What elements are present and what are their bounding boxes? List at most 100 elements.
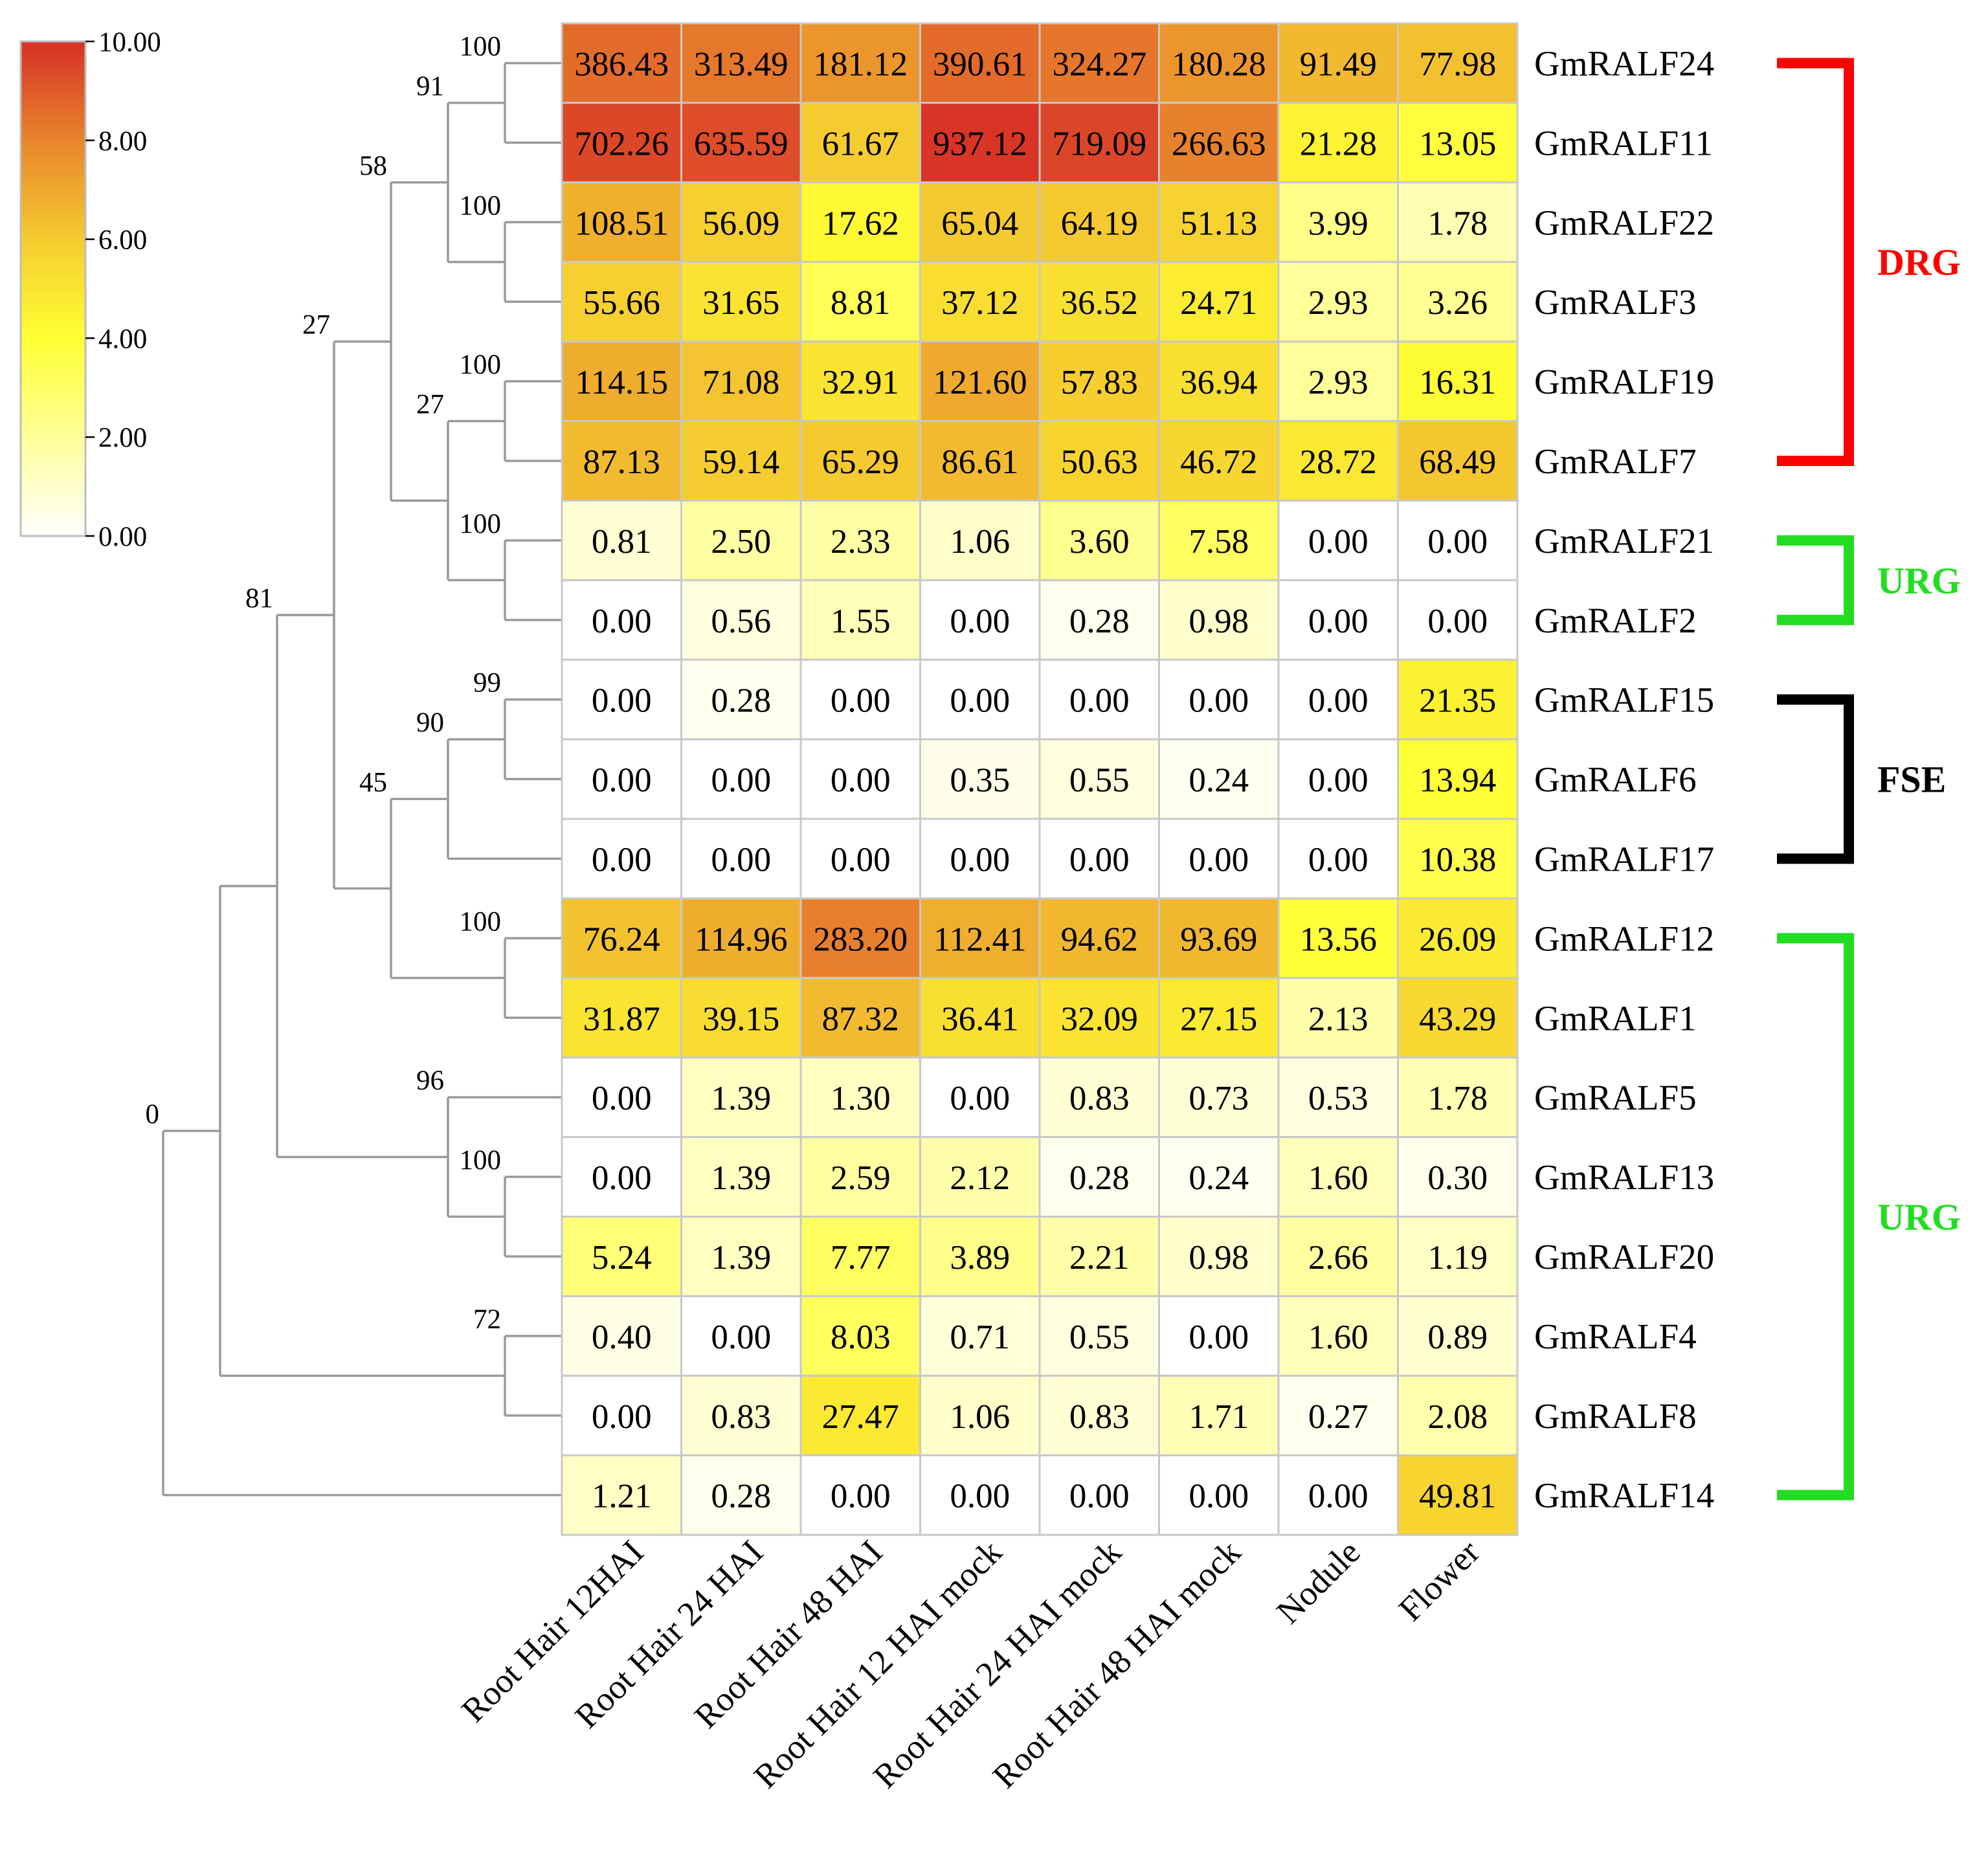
cell-value-label: 59.14 bbox=[702, 443, 779, 481]
gene-label: GmRALF5 bbox=[1534, 1078, 1697, 1117]
row-dendrogram: 100 100 91 100 100 27 58 99 90 100 45 27 100 96 81 72 0 bbox=[146, 31, 562, 1497]
bootstrap-support-label: 100 bbox=[460, 906, 502, 937]
heatmap-cell bbox=[1277, 738, 1399, 820]
heatmap-cell bbox=[680, 499, 802, 581]
cell-value-label: 0.00 bbox=[1189, 1319, 1249, 1356]
heatmap-cell bbox=[799, 1216, 921, 1297]
cell-value-label: 1.06 bbox=[950, 523, 1010, 561]
cell-value-label: 2.93 bbox=[1308, 284, 1368, 322]
cell-value-label: 76.24 bbox=[583, 920, 660, 958]
cell-value-label: 13.05 bbox=[1419, 125, 1496, 162]
heatmap-cell bbox=[1038, 658, 1160, 741]
heatmap-cell bbox=[1038, 340, 1160, 422]
cell-value-label: 0.00 bbox=[592, 1398, 652, 1436]
cell-value-label: 0.00 bbox=[1189, 682, 1249, 720]
gene-label: GmRALF13 bbox=[1534, 1157, 1714, 1197]
heatmap-cell bbox=[1397, 818, 1519, 900]
heatmap-cell bbox=[561, 1056, 682, 1139]
heatmap-cell bbox=[1277, 1454, 1399, 1536]
cell-value-label: 0.00 bbox=[1189, 841, 1249, 878]
heatmap-cell bbox=[1038, 579, 1160, 661]
bootstrap-support-label: 0 bbox=[146, 1099, 160, 1130]
cell-value-label: 719.09 bbox=[1052, 125, 1146, 162]
heatmap-cell bbox=[919, 1295, 1041, 1377]
heatmap-cell bbox=[561, 738, 682, 820]
cell-value-label: 0.73 bbox=[1189, 1080, 1249, 1117]
heatmap-cell bbox=[1397, 579, 1519, 661]
heatmap-cell bbox=[1158, 499, 1280, 581]
cell-value-label: 1.06 bbox=[950, 1398, 1010, 1436]
cell-value-label: 7.58 bbox=[1189, 523, 1249, 561]
heatmap-cell bbox=[799, 102, 921, 184]
heatmap-cell bbox=[1397, 420, 1519, 502]
gene-label: GmRALF15 bbox=[1534, 680, 1714, 720]
cell-value-label: 51.13 bbox=[1180, 205, 1257, 242]
cell-value-label: 0.00 bbox=[1308, 603, 1368, 640]
gene-labels: GmRALF24 GmRALF11 GmRALF22 GmRALF3 GmRALF19 G… bbox=[1534, 43, 1714, 1515]
group-label: URG bbox=[1877, 559, 1961, 601]
cell-value-label: 266.63 bbox=[1172, 125, 1266, 162]
cell-value-label: 21.35 bbox=[1419, 682, 1496, 720]
cell-value-label: 32.09 bbox=[1061, 1000, 1138, 1038]
gene-label: GmRALF22 bbox=[1534, 203, 1714, 242]
group-brackets: DRG URG FSE URG bbox=[1777, 58, 1961, 1500]
cell-value-label: 0.24 bbox=[1189, 1159, 1249, 1197]
heatmap-cell bbox=[799, 658, 921, 741]
cell-value-label: 313.49 bbox=[694, 45, 788, 83]
heatmap-cell bbox=[919, 340, 1041, 422]
cell-value-label: 1.78 bbox=[1427, 205, 1488, 242]
legend-color-bar bbox=[19, 40, 87, 537]
cell-value-label: 0.00 bbox=[950, 603, 1010, 640]
cell-value-label: 87.13 bbox=[583, 443, 660, 481]
gene-label: GmRALF19 bbox=[1534, 362, 1714, 401]
group-label: URG bbox=[1877, 1196, 1961, 1238]
cell-value-label: 0.28 bbox=[711, 682, 771, 720]
cell-value-label: 0.89 bbox=[1427, 1319, 1488, 1356]
cell-value-label: 283.20 bbox=[813, 920, 908, 958]
heatmap-cell bbox=[919, 818, 1041, 900]
cell-value-label: 2.59 bbox=[831, 1159, 891, 1197]
cell-value-label: 21.28 bbox=[1300, 125, 1377, 162]
cell-value-label: 0.83 bbox=[1069, 1398, 1130, 1436]
cell-value-label: 0.55 bbox=[1069, 1319, 1130, 1356]
heatmap-cell bbox=[919, 1454, 1041, 1536]
heatmap-cell bbox=[561, 420, 682, 502]
cell-value-label: 180.28 bbox=[1172, 45, 1266, 83]
cell-value-label: 324.27 bbox=[1052, 45, 1146, 83]
cell-value-label: 0.00 bbox=[950, 682, 1010, 720]
heatmap-cell bbox=[561, 340, 682, 422]
bootstrap-support-label: 100 bbox=[460, 31, 502, 61]
cell-value-label: 0.55 bbox=[1069, 762, 1130, 799]
heatmap-cell bbox=[680, 1374, 802, 1456]
cell-value-label: 46.72 bbox=[1180, 443, 1257, 481]
heatmap-cell bbox=[1277, 181, 1399, 263]
cell-value-label: 0.00 bbox=[1189, 1478, 1249, 1515]
cell-value-label: 2.21 bbox=[1069, 1239, 1130, 1277]
cell-value-label: 87.32 bbox=[822, 1000, 899, 1038]
cell-value-label: 31.87 bbox=[583, 1000, 660, 1038]
heatmap-cell bbox=[1397, 499, 1519, 581]
cell-value-label: 43.29 bbox=[1419, 1000, 1496, 1038]
cell-value-label: 3.26 bbox=[1427, 284, 1488, 322]
group-label: FSE bbox=[1877, 759, 1946, 801]
cell-value-label: 37.12 bbox=[941, 284, 1018, 322]
color-scale-legend: 0.00 2.00 4.00 6.00 8.00 10.00 bbox=[19, 27, 161, 552]
heatmap-cell bbox=[799, 897, 921, 979]
bootstrap-support-label: 100 bbox=[460, 509, 502, 539]
cell-value-label: 2.33 bbox=[831, 523, 891, 561]
cell-value-label: 0.28 bbox=[1069, 1159, 1130, 1197]
heatmap-cell bbox=[919, 181, 1041, 263]
heatmap-cell bbox=[680, 340, 802, 422]
heatmap-cell bbox=[680, 738, 802, 820]
cell-value-label: 114.15 bbox=[575, 364, 668, 401]
cell-value-label: 0.00 bbox=[1308, 523, 1368, 561]
cell-value-label: 86.61 bbox=[941, 443, 1018, 481]
heatmap-cell bbox=[1158, 420, 1280, 502]
cell-value-label: 635.59 bbox=[694, 125, 788, 162]
cell-value-label: 0.00 bbox=[592, 841, 652, 878]
legend-tick-label: 2.00 bbox=[98, 423, 147, 453]
heatmap-cell bbox=[1038, 1454, 1160, 1536]
cell-value-label: 39.15 bbox=[702, 1000, 779, 1038]
cell-value-label: 0.40 bbox=[592, 1319, 652, 1356]
